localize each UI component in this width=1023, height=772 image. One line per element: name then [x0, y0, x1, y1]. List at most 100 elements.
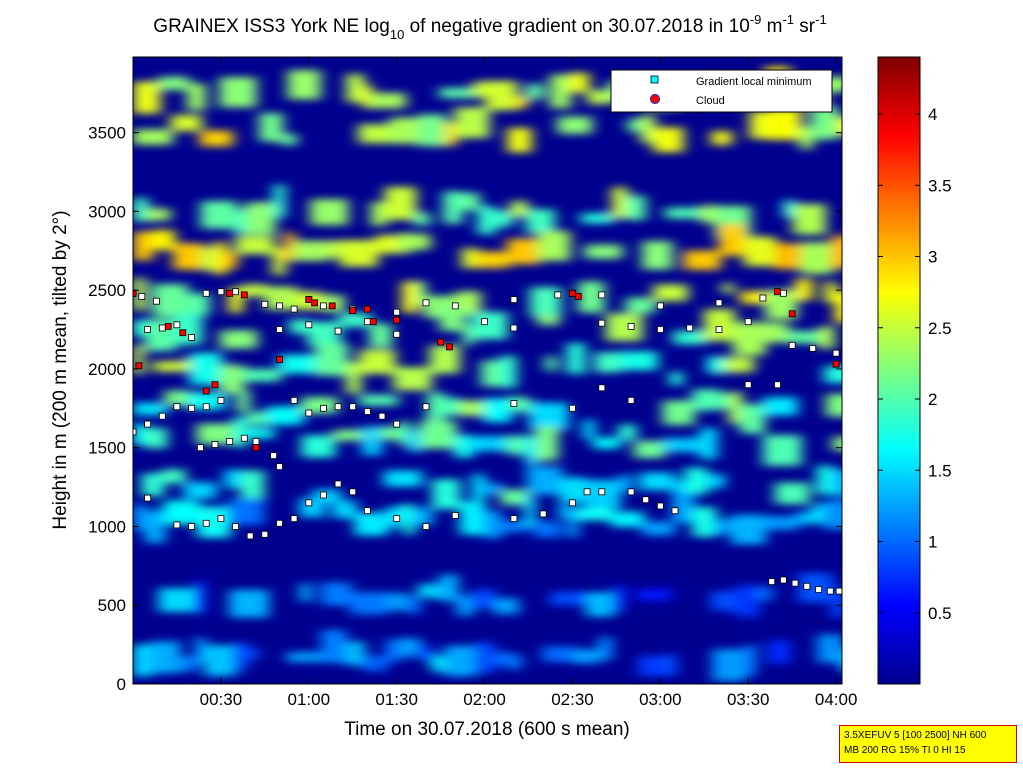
minimum-marker [780, 289, 787, 297]
heat-cell-layer-6 [707, 356, 727, 374]
heat-cell-layer-4 [186, 293, 210, 316]
minimum-marker [393, 308, 401, 316]
heat-cell-layer-4 [824, 281, 837, 303]
heat-cell-layer-10 [299, 498, 325, 518]
heat-cell-layer-3 [339, 240, 378, 267]
heat-cell-layer-1 [640, 115, 656, 144]
heat-cell-layer-3 [214, 241, 227, 275]
minimum-marker [627, 488, 635, 496]
minimum-marker [290, 515, 298, 522]
y-tick-label: 0 [117, 675, 126, 694]
minimum-marker [232, 523, 239, 530]
minimum-marker [768, 578, 776, 585]
heat-cell-layer-10 [524, 496, 536, 528]
heat-cell-layer-3 [399, 232, 412, 254]
heat-cell-layer-5 [338, 313, 372, 328]
heat-cell-layer-0 [515, 96, 529, 108]
heat-cell-layer-1 [358, 124, 392, 144]
heat-cell-layer-3 [831, 235, 842, 269]
heat-cell-layer-3 [800, 242, 834, 275]
minimum-marker [276, 519, 283, 527]
heat-cell-layer-12 [542, 646, 575, 662]
heat-cell-layer-9 [560, 477, 587, 503]
heat-cell-layer-6 [594, 352, 621, 373]
minimum-marker [363, 507, 371, 515]
heat-cell-layer-2 [245, 202, 276, 235]
heat-cell-layer-12 [195, 637, 207, 663]
x-tick-label: 03:00 [639, 690, 682, 709]
heat-cell-layer-8 [763, 435, 802, 466]
heat-cell-layer-5 [537, 314, 560, 326]
heat-cell-layer-4 [625, 297, 656, 314]
x-axis-label: Time on 30.07.2018 (600 s mean) [344, 719, 630, 740]
minimum-marker [202, 519, 210, 527]
heat-cell-layer-8 [133, 423, 147, 445]
minimum-marker [334, 327, 342, 335]
x-tick-label: 01:00 [288, 690, 331, 709]
x-tick-label: 01:30 [375, 690, 418, 709]
heat-cell-layer-3 [224, 251, 238, 269]
legend-cloud-marker [649, 93, 661, 105]
heat-cell-layer-8 [379, 426, 402, 440]
minimum-marker [144, 420, 152, 428]
heat-cell-layer-5 [369, 323, 392, 348]
heat-cell-layer-9 [482, 483, 503, 494]
heat-cell-layer-3 [409, 234, 431, 250]
minimum-marker [349, 403, 357, 411]
minimum-marker [196, 444, 204, 452]
heat-cell-layer-5 [463, 325, 474, 346]
minimum-marker [569, 499, 576, 507]
minimum-marker [270, 452, 278, 460]
heat-cell-layer-7 [427, 392, 446, 422]
minimum-marker [815, 586, 822, 593]
heat-cell-layer-9 [162, 469, 186, 484]
minimum-marker [202, 403, 210, 411]
y-tick-label: 2000 [88, 360, 126, 379]
cloud-marker [226, 289, 234, 297]
heat-cell-layer-4 [402, 281, 418, 314]
heat-cell-layer-8 [832, 436, 842, 451]
heat-cell-layer-4 [795, 278, 813, 301]
colorbar-gradient [877, 56, 921, 685]
heat-cell-layer-1 [507, 127, 532, 153]
heat-cell-layer-7 [133, 402, 167, 416]
colorbar-tick-label: 0.5 [928, 604, 952, 623]
heat-cell-layer-11 [613, 585, 626, 611]
heat-cell-layer-10 [460, 502, 485, 535]
heat-cell-layer-11 [439, 574, 459, 602]
heat-cell-layer-3 [151, 230, 176, 250]
heat-cell-layer-3 [537, 231, 571, 261]
heat-cell-layer-4 [653, 284, 688, 302]
heat-cell-layer-6 [189, 352, 223, 385]
heat-cell-layer-2 [665, 207, 703, 219]
heat-cell-layer-6 [153, 361, 183, 372]
heat-cell-layer-3 [235, 236, 275, 255]
minimum-marker [202, 289, 210, 297]
heat-cell-layer-11 [299, 583, 312, 602]
heat-cell-layer-10 [402, 503, 415, 535]
heat-cell-layer-2 [384, 186, 417, 220]
heat-cell-layer-6 [346, 362, 362, 394]
heat-cell-layer-8 [593, 437, 621, 449]
heat-cell-layer-1 [627, 118, 643, 132]
y-tick-label: 3500 [88, 124, 126, 143]
heat-cell-layer-12 [321, 629, 347, 663]
heat-cell-layer-10 [714, 519, 733, 534]
parameters-line-1: 3.5XEFUV 5 [100 2500] NH 600 [844, 730, 987, 741]
cloud-marker [363, 305, 371, 313]
colorbar-tick-label: 4 [928, 105, 937, 124]
heat-cell-layer-6 [359, 349, 396, 374]
heat-cell-layer-12 [572, 649, 600, 664]
minimum-marker [835, 587, 842, 595]
heat-cell-layer-7 [519, 397, 532, 413]
minimum-marker [276, 326, 283, 333]
heat-cell-layer-10 [144, 510, 166, 543]
heat-cell-layer-10 [354, 512, 388, 536]
heat-cell-layer-0 [550, 74, 571, 109]
heat-cell-layer-10 [228, 498, 264, 525]
chart-title: GRAINEX ISS3 York NE log10 of negative g… [153, 12, 826, 42]
heat-cell-layer-6 [481, 360, 502, 387]
heat-cell-layer-7 [762, 397, 798, 416]
heat-cell-layer-2 [200, 201, 237, 229]
heat-cell-layer-5 [145, 319, 177, 352]
